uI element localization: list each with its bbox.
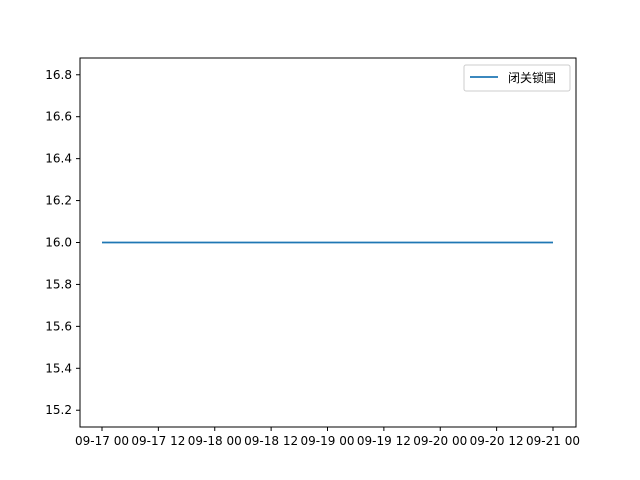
legend-box — [463, 64, 571, 92]
y-tick-label: 16.2 — [45, 194, 72, 208]
x-tick-label: 09-21 00 — [526, 434, 580, 448]
x-tick-label: 09-17 00 — [75, 434, 129, 448]
y-tick-label: 15.4 — [45, 361, 72, 375]
x-tick-label: 09-19 12 — [357, 434, 411, 448]
y-axis-ticks: 15.2 15.4 15.6 15.8 16.0 16.2 16.4 16.6 16.8 — [45, 68, 80, 417]
x-tick-label: 09-18 12 — [244, 434, 298, 448]
y-tick-label: 15.8 — [45, 277, 72, 291]
legend-label: 闭关锁国 — [508, 70, 556, 85]
x-tick-label: 09-19 00 — [301, 434, 355, 448]
y-tick-label: 15.6 — [45, 319, 72, 333]
x-tick-label: 09-20 00 — [413, 434, 467, 448]
legend: 闭关锁国 — [463, 64, 571, 92]
y-tick-label: 15.2 — [45, 403, 72, 417]
plot-frame — [79, 57, 577, 428]
y-tick-label: 16.8 — [45, 68, 72, 82]
y-tick-label: 16.4 — [45, 152, 72, 166]
x-tick-label: 09-18 00 — [188, 434, 242, 448]
x-tick-label: 09-20 12 — [470, 434, 524, 448]
x-axis-ticks: 09-17 00 09-17 12 09-18 00 09-18 12 09-19 00… — [75, 427, 580, 448]
y-tick-label: 16.0 — [45, 236, 72, 250]
x-tick-label: 09-17 12 — [131, 434, 185, 448]
y-tick-label: 16.6 — [45, 110, 72, 124]
